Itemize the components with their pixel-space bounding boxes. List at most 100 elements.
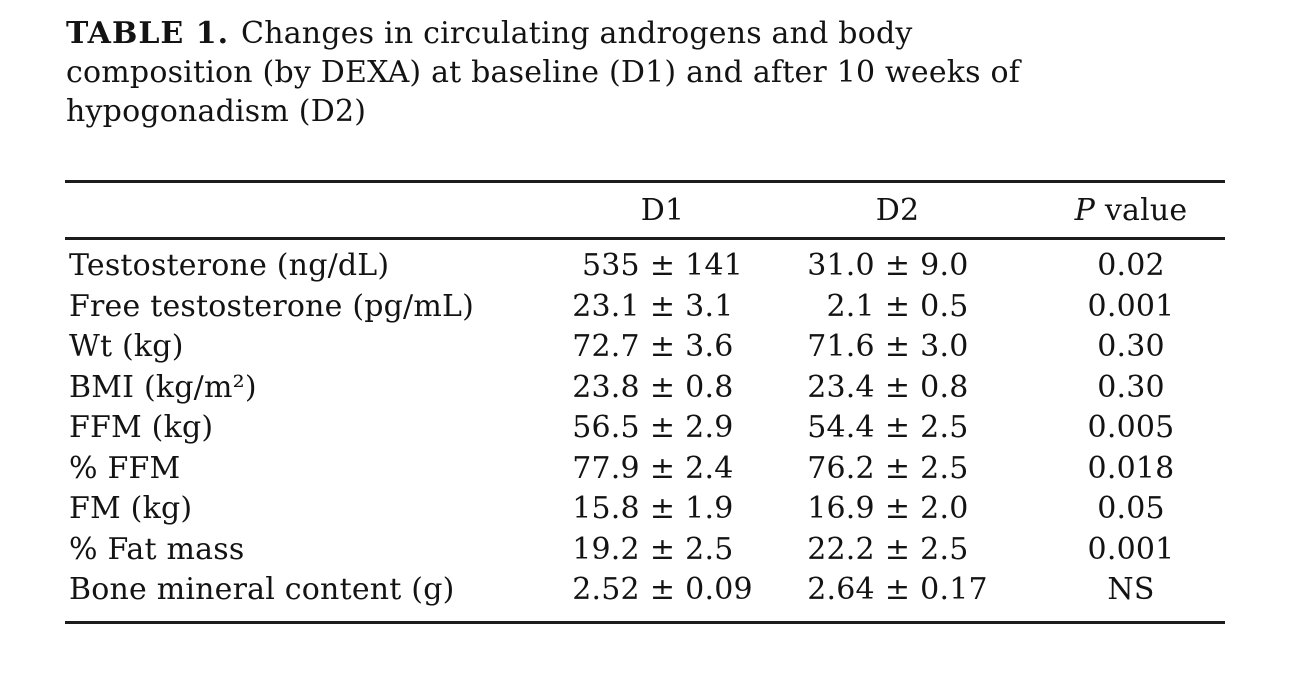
- p-value-header-italic-p: P: [1074, 192, 1095, 228]
- d2-value-cell: 54.4 ±2.5: [790, 408, 1005, 449]
- p-value-cell: 0.005: [1087, 410, 1175, 445]
- row-label: % FFM: [69, 450, 181, 486]
- p-value-cell: NS: [1107, 572, 1155, 607]
- table-row: Wt (kg) 72.7 ±3.6 71.6 ±3.0 0.30: [65, 327, 1225, 368]
- plus-minus-sign: ±: [649, 491, 676, 526]
- d2-mean: 16.9: [807, 491, 875, 526]
- d1-value-cell: 23.8 ±0.8: [535, 368, 790, 409]
- plus-minus-sign: ±: [649, 288, 676, 324]
- table-row: % FFM 77.9 ±2.4 76.2 ±2.5 0.018: [65, 449, 1225, 490]
- d1-mean: 535: [581, 248, 640, 283]
- d1-mean: 77.9: [572, 450, 640, 486]
- d1-value-cell: 535 ±141: [535, 246, 790, 287]
- d1-sd: 0.8: [685, 369, 734, 405]
- d2-sd: 9.0: [920, 248, 969, 283]
- p-value-cell: 0.30: [1097, 369, 1165, 405]
- d2-value-cell: 2.64 ±0.17: [790, 570, 1005, 611]
- caption-text-line-1: Changes in circulating androgens and bod…: [241, 16, 913, 51]
- plus-minus-sign: ±: [649, 531, 676, 567]
- plus-minus-sign: ±: [649, 369, 676, 405]
- plus-minus-sign: ±: [884, 491, 911, 526]
- plus-minus-sign: ±: [884, 410, 911, 445]
- d2-value-cell: 23.4 ±0.8: [790, 368, 1005, 409]
- table-row: % Fat mass 19.2 ±2.5 22.2 ±2.5 0.001: [65, 530, 1225, 571]
- plus-minus-sign: ±: [649, 450, 676, 486]
- row-label: FFM (kg): [69, 410, 214, 445]
- d1-mean: 23.1: [572, 288, 640, 324]
- d2-sd: 0.5: [920, 288, 969, 324]
- row-label: Wt (kg): [69, 329, 184, 364]
- d1-sd: 141: [685, 248, 744, 283]
- d2-mean: 2.64: [807, 572, 875, 607]
- d2-mean: 71.6: [807, 329, 875, 364]
- caption-line-1: TABLE 1. Changes in circulating androgens…: [66, 14, 1020, 53]
- d1-sd: 2.4: [685, 450, 734, 486]
- table-caption: TABLE 1. Changes in circulating androgens…: [66, 14, 1020, 131]
- d1-sd: 3.1: [685, 288, 734, 324]
- p-value-header-rest: value: [1104, 192, 1188, 228]
- d2-sd: 2.5: [920, 531, 969, 567]
- p-value-cell: 0.001: [1087, 531, 1175, 567]
- row-label: Free testosterone (pg/mL): [69, 288, 475, 324]
- plus-minus-sign: ±: [649, 572, 676, 607]
- d1-mean: 72.7: [572, 329, 640, 364]
- table-row: Free testosterone (pg/mL) 23.1 ±3.1 2.1 ±0…: [65, 287, 1225, 328]
- table-row: Bone mineral content (g) 2.52 ±0.09 2.64 ±…: [65, 570, 1225, 611]
- d2-mean: 22.2: [807, 531, 875, 567]
- d2-sd: 0.8: [920, 369, 969, 405]
- d1-value-cell: 23.1 ±3.1: [535, 287, 790, 328]
- d1-mean: 56.5: [572, 410, 640, 445]
- d2-mean: 31.0: [807, 248, 875, 283]
- row-label: BMI (kg/m²): [69, 369, 257, 405]
- p-value-cell: 0.02: [1097, 248, 1165, 283]
- d1-value-cell: 77.9 ±2.4: [535, 449, 790, 490]
- d2-mean: 76.2: [807, 450, 875, 486]
- p-value-cell: 0.018: [1087, 450, 1175, 486]
- d2-mean: 23.4: [807, 369, 875, 405]
- d1-mean: 19.2: [572, 531, 640, 567]
- top-rule: [65, 180, 1225, 183]
- p-value-cell: 0.001: [1087, 288, 1175, 324]
- p-value-cell: 0.05: [1097, 491, 1165, 526]
- table-row: Testosterone (ng/dL) 535 ±141 31.0 ±9.0 0.…: [65, 246, 1225, 287]
- d2-value-cell: 71.6 ±3.0: [790, 327, 1005, 368]
- d1-sd: 1.9: [685, 491, 734, 526]
- column-header-d2: D2: [875, 192, 920, 228]
- caption-line-2: composition (by DEXA) at baseline (D1) a…: [66, 55, 1021, 90]
- d1-sd: 2.9: [685, 410, 734, 445]
- plus-minus-sign: ±: [884, 572, 911, 607]
- d2-mean: 54.4: [807, 410, 875, 445]
- d2-sd: 2.0: [920, 491, 969, 526]
- d1-mean: 15.8: [572, 491, 640, 526]
- d1-mean: 2.52: [572, 572, 640, 607]
- d1-sd: 2.5: [685, 531, 734, 567]
- d2-sd: 2.5: [920, 410, 969, 445]
- row-label: FM (kg): [69, 491, 193, 526]
- plus-minus-sign: ±: [884, 288, 911, 324]
- plus-minus-sign: ±: [884, 450, 911, 486]
- table-row: FFM (kg) 56.5 ±2.9 54.4 ±2.5 0.005: [65, 408, 1225, 449]
- table-body: Testosterone (ng/dL) 535 ±141 31.0 ±9.0 0.…: [65, 240, 1225, 621]
- plus-minus-sign: ±: [884, 248, 911, 283]
- row-label: % Fat mass: [69, 531, 245, 567]
- table-row: FM (kg) 15.8 ±1.9 16.9 ±2.0 0.05: [65, 489, 1225, 530]
- header-rule: [65, 237, 1225, 240]
- d2-value-cell: 22.2 ±2.5: [790, 530, 1005, 571]
- p-value-cell: 0.30: [1097, 329, 1165, 364]
- d1-value-cell: 15.8 ±1.9: [535, 489, 790, 530]
- d2-sd: 3.0: [920, 329, 969, 364]
- d2-sd: 2.5: [920, 450, 969, 486]
- column-header-d1: D1: [640, 192, 685, 228]
- d2-sd: 0.17: [920, 572, 988, 607]
- caption-line-3: hypogonadism (D2): [66, 94, 367, 129]
- d1-sd: 0.09: [685, 572, 753, 607]
- d2-mean: 2.1: [826, 288, 875, 324]
- plus-minus-sign: ±: [649, 248, 676, 283]
- row-label: Testosterone (ng/dL): [69, 248, 390, 283]
- d2-value-cell: 2.1 ±0.5: [790, 287, 1005, 328]
- plus-minus-sign: ±: [649, 410, 676, 445]
- d1-mean: 23.8: [572, 369, 640, 405]
- d2-value-cell: 16.9 ±2.0: [790, 489, 1005, 530]
